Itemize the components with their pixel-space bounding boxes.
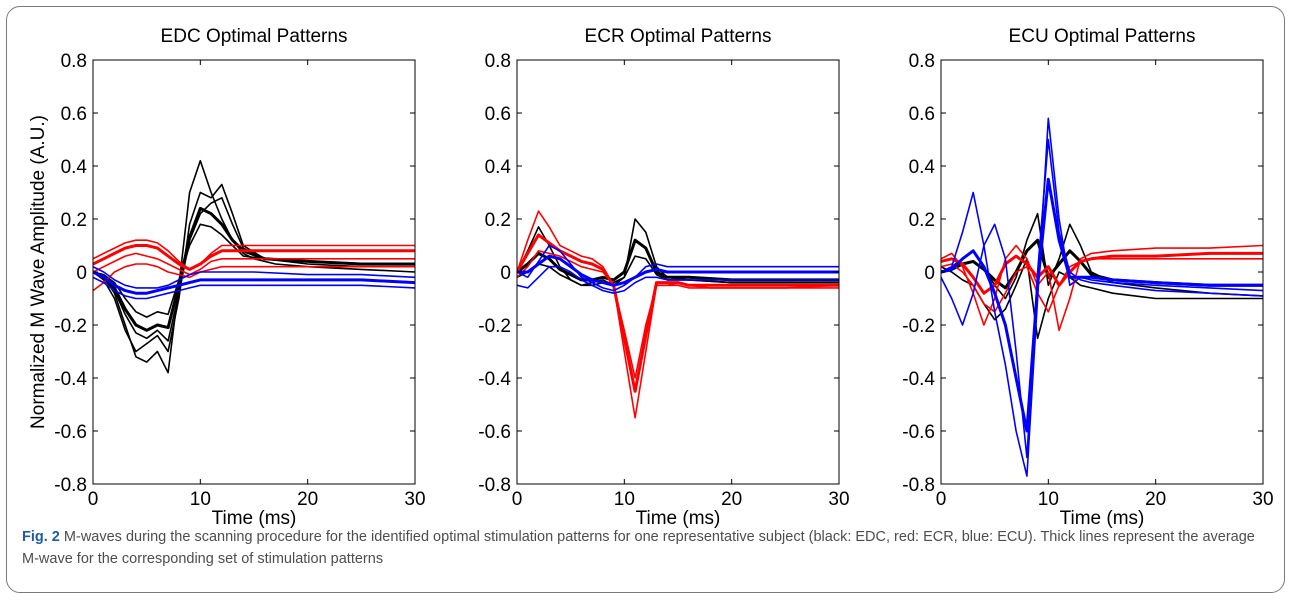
y-tick-label: 0.6: [61, 104, 87, 125]
y-tick-label: 0: [500, 263, 511, 284]
x-tick-label: 10: [1038, 489, 1059, 510]
y-tick-label: -0.4: [54, 369, 87, 390]
series-line-10: [93, 265, 415, 289]
y-tick-label: 0.2: [485, 210, 511, 231]
y-tick-label: -0.2: [478, 316, 511, 337]
x-axis-label: Time (ms): [212, 508, 297, 529]
series-line-6: [517, 250, 839, 379]
y-tick-label: 0.4: [61, 157, 88, 178]
y-tick-label: 0: [76, 263, 87, 284]
y-tick-label: -0.4: [478, 369, 511, 390]
y-tick-label: 0.6: [485, 104, 511, 125]
x-tick-label: 10: [190, 489, 211, 510]
y-tick-label: -0.2: [902, 316, 935, 337]
y-tick-label: 0.4: [485, 157, 512, 178]
series-line-5: [517, 233, 839, 393]
caption-text: M-waves during the scanning procedure fo…: [22, 529, 1255, 567]
y-tick-label: 0.8: [61, 51, 87, 72]
y-tick-label: 0.4: [909, 157, 936, 178]
x-tick-label: 20: [297, 489, 318, 510]
series-line-1: [93, 159, 415, 374]
chart-title: ECR Optimal Patterns: [585, 26, 772, 47]
series-line-9: [517, 265, 839, 295]
series-line-3: [941, 257, 1263, 340]
series-line-5: [93, 223, 415, 318]
y-tick-label: 0.6: [909, 104, 935, 125]
caption-label: Fig. 2: [22, 529, 60, 545]
chart-title: EDC Optimal Patterns: [161, 26, 348, 47]
chart-panel-ecr: -0.8 -0.6 -0.4 -0.2 0 0.2 0.4 0.6 0.8 0 10 20 30 ECR …: [478, 26, 849, 529]
series-line-11: [93, 270, 415, 295]
series-line-12: [93, 276, 415, 300]
series-line-8: [941, 177, 1263, 433]
figure-caption: Fig. 2 M-waves during the scanning proce…: [22, 526, 1272, 570]
x-tick-label: 30: [828, 489, 849, 510]
y-tick-label: 0.2: [909, 210, 935, 231]
chart-panel-ecu: -0.8 -0.6 -0.4 -0.2 0 0.2 0.4 0.6 0.8 0 10 20 30 ECU …: [902, 26, 1273, 529]
y-tick-label: -0.6: [478, 422, 511, 443]
series-line-7: [941, 117, 1263, 477]
series-line-8: [93, 252, 415, 276]
x-tick-label: 0: [88, 489, 99, 510]
x-tick-label: 0: [512, 489, 523, 510]
axes-box: [940, 59, 1264, 485]
y-tick-label: -0.2: [54, 316, 87, 337]
series-line-2: [517, 238, 839, 282]
x-tick-label: 20: [1145, 489, 1166, 510]
y-tick-label: 0.8: [909, 51, 935, 72]
x-axis-label: Time (ms): [1060, 508, 1145, 529]
y-tick-label: -0.4: [902, 369, 935, 390]
y-tick-label: -0.6: [902, 422, 935, 443]
y-tick-label: 0.8: [485, 51, 511, 72]
series-line-8: [517, 254, 839, 287]
y-tick-label: -0.8: [902, 475, 935, 496]
x-tick-label: 30: [404, 489, 425, 510]
y-tick-label: 0.2: [61, 210, 87, 231]
x-tick-label: 20: [721, 489, 742, 510]
x-axis-label: Time (ms): [636, 508, 721, 529]
chart-panel-edc: -0.8 -0.6 -0.4 -0.2 0 0.2 0.4 0.6 0.8 0 10 20 30 EDC …: [28, 26, 426, 529]
figure-frame: [6, 6, 1285, 593]
series-line-4: [517, 210, 839, 419]
y-axis-label: Normalized M Wave Amplitude (A.U.): [28, 115, 49, 429]
x-tick-label: 30: [1252, 489, 1273, 510]
x-tick-label: 0: [936, 489, 947, 510]
y-tick-label: -0.6: [54, 422, 87, 443]
series-line-9: [941, 138, 1263, 459]
series-line-7: [517, 244, 839, 292]
y-tick-label: -0.8: [478, 475, 511, 496]
chart-title: ECU Optimal Patterns: [1009, 26, 1196, 47]
x-tick-label: 10: [614, 489, 635, 510]
series-line-7: [93, 244, 415, 271]
series-line-9: [93, 263, 415, 292]
y-tick-label: 0: [924, 263, 935, 284]
y-tick-label: -0.8: [54, 475, 87, 496]
